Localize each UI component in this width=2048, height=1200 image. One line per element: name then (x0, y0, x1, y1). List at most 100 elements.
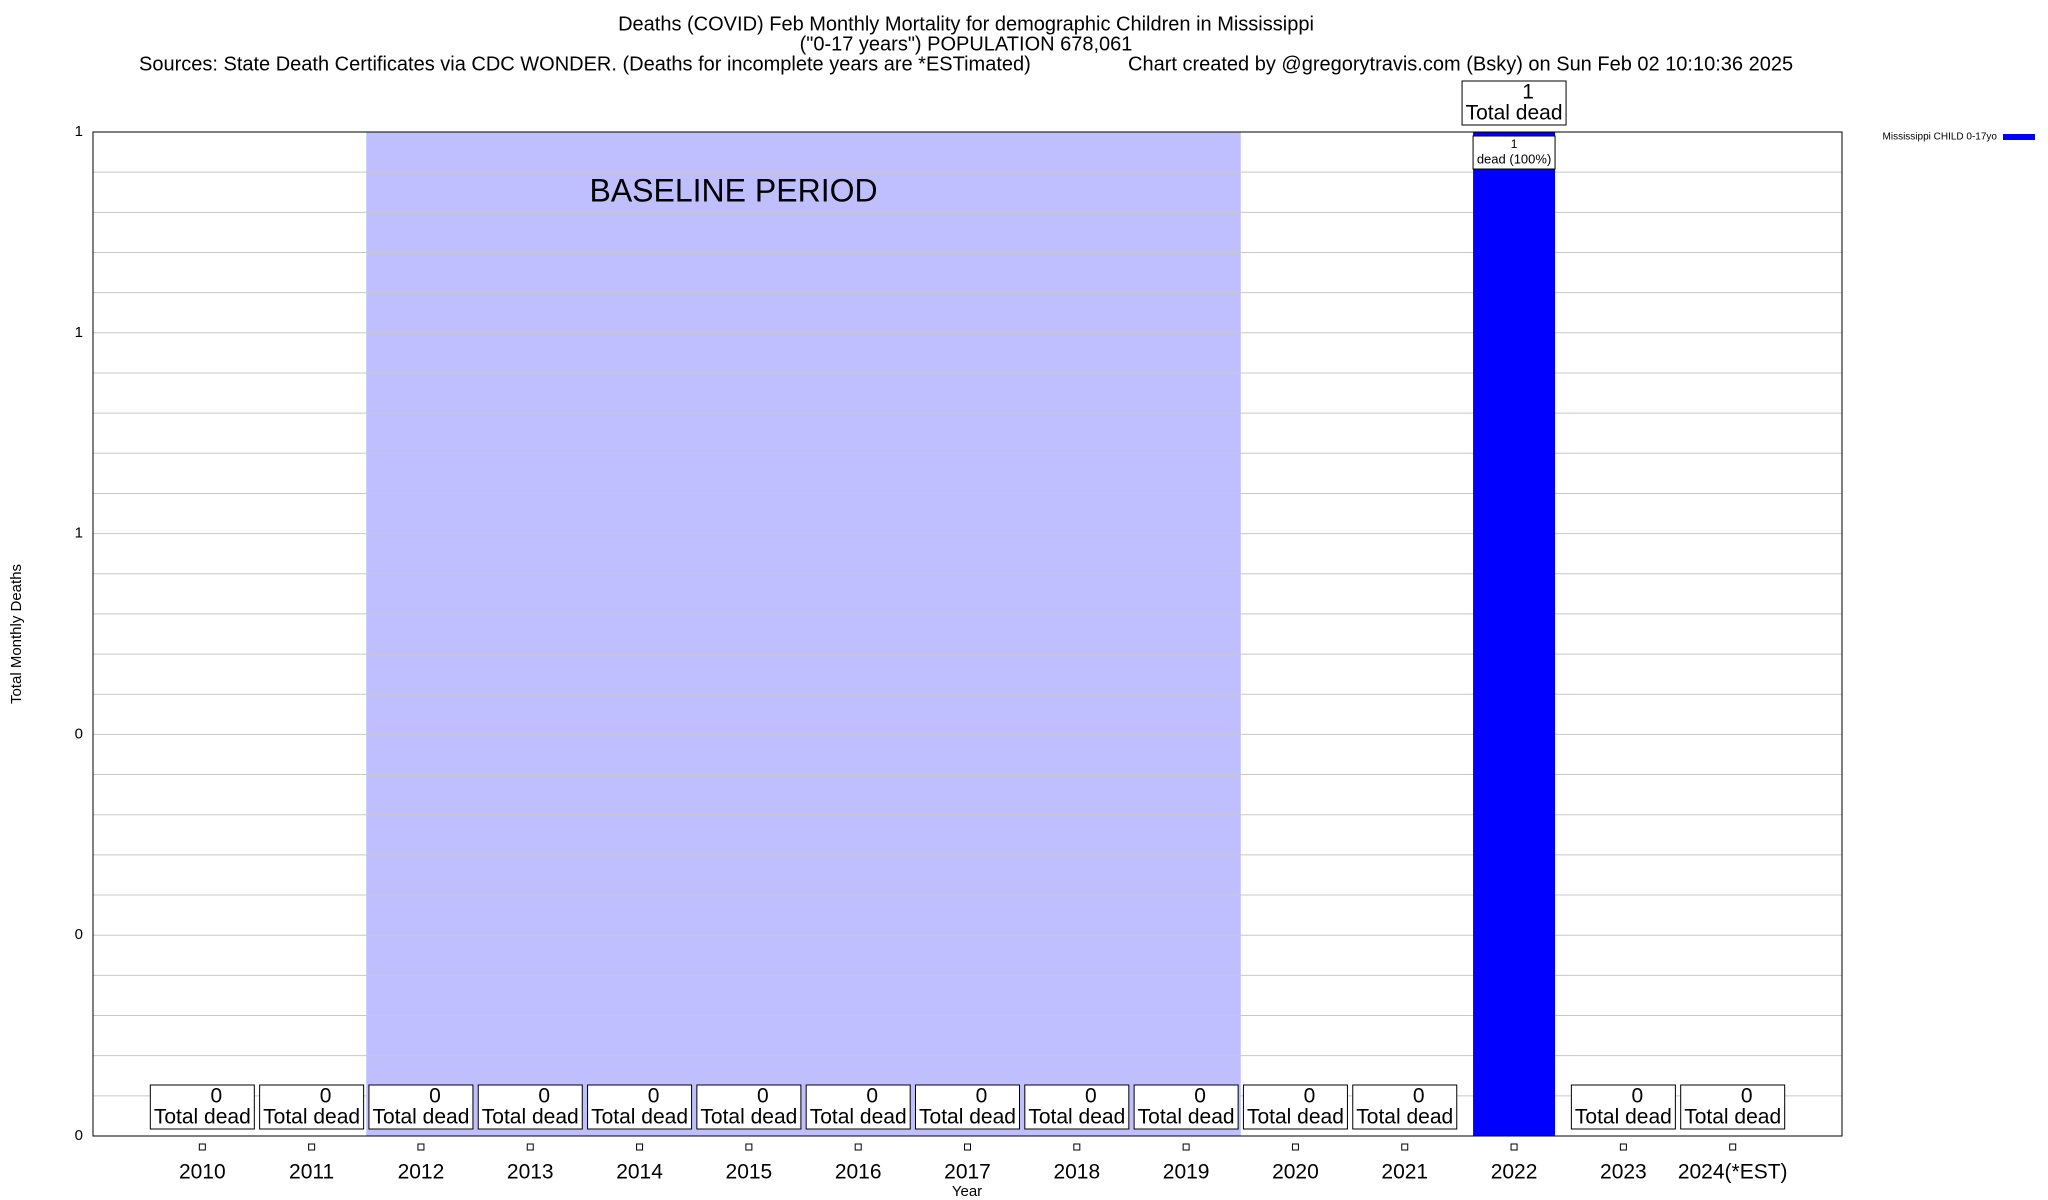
x-tick-label: 2021 (1381, 1161, 1428, 1184)
total-label: Total dead (700, 1106, 797, 1129)
x-tick (745, 1143, 753, 1151)
y-tick-label: 1 (75, 324, 83, 341)
x-tick (526, 1143, 534, 1151)
value-label: 0 (1741, 1085, 1753, 1108)
x-tick-label: 2018 (1053, 1161, 1100, 1184)
total-label: Total dead (810, 1106, 907, 1129)
total-box-frame (1024, 1084, 1130, 1130)
x-tick (198, 1143, 206, 1151)
x-tick-label: 2011 (289, 1161, 334, 1184)
total-label: Total dead (1466, 102, 1563, 125)
value-label: 0 (648, 1085, 660, 1108)
total-label: Total dead (372, 1106, 469, 1129)
value-label: 0 (1304, 1085, 1316, 1108)
value-label: 1 (1522, 81, 1534, 104)
x-axis-label: Year (952, 1183, 982, 1200)
credit: Chart created by @gregorytravis.com (Bsk… (1128, 53, 1793, 75)
total-box-frame (587, 1084, 693, 1130)
total-label: Total dead (1138, 1106, 1235, 1129)
x-tick (1291, 1143, 1299, 1151)
value-label: 0 (1085, 1085, 1097, 1108)
legend-swatch (2003, 134, 2035, 140)
x-tick-label: 2016 (835, 1161, 882, 1184)
x-tick (964, 1143, 971, 1151)
total-box-frame (696, 1084, 802, 1130)
total-box-frame (259, 1084, 365, 1130)
x-tick-label: 2013 (507, 1161, 554, 1184)
total-box-frame (805, 1084, 911, 1130)
x-tick-label: 2012 (398, 1161, 445, 1184)
legend-label: Mississippi CHILD 0-17yo (1883, 132, 1998, 143)
chart-subtitle: ("0-17 years") POPULATION 678,061 (800, 33, 1133, 55)
x-tick-label: 2020 (1272, 1161, 1319, 1184)
total-box-frame (368, 1084, 474, 1130)
segment-value-label: 1 (1511, 137, 1518, 151)
value-label: 0 (538, 1085, 550, 1108)
y-tick-label: 0 (75, 725, 83, 742)
x-tick (1073, 1143, 1081, 1151)
value-label: 0 (1632, 1085, 1644, 1108)
x-tick-label: 2024(*EST) (1678, 1161, 1788, 1184)
y-tick-label: 0 (75, 1127, 83, 1144)
total-label: Total dead (482, 1106, 579, 1129)
segment-label-box (1472, 135, 1556, 170)
y-tick-label: 1 (75, 525, 83, 542)
value-label: 0 (429, 1085, 441, 1108)
x-tick-label: 2022 (1491, 1161, 1538, 1184)
x-tick-label: 2014 (616, 1161, 663, 1184)
total-box-frame (1352, 1084, 1458, 1130)
value-label: 0 (866, 1085, 878, 1108)
x-tick (1510, 1143, 1518, 1151)
total-box-frame (149, 1084, 255, 1130)
y-tick-label: 0 (75, 926, 83, 943)
baseline-period (366, 132, 1241, 1136)
total-box-frame (477, 1084, 583, 1130)
x-tick-label: 2017 (944, 1161, 991, 1184)
value-label: 0 (320, 1085, 332, 1108)
x-tick (1182, 1143, 1190, 1151)
total-box-frame (915, 1084, 1020, 1130)
total-label: Total dead (154, 1106, 251, 1129)
bar (1473, 132, 1556, 1136)
total-label: Total dead (1575, 1106, 1672, 1129)
y-tick-label: 1 (75, 123, 83, 140)
x-tick-label: 2015 (726, 1161, 773, 1184)
x-tick (308, 1143, 316, 1151)
total-label: Total dead (919, 1106, 1016, 1129)
total-label: Total dead (1028, 1106, 1125, 1129)
total-box-frame (1680, 1084, 1786, 1130)
plot-frame (92, 131, 1843, 1137)
total-box-frame (1133, 1084, 1239, 1130)
x-tick (854, 1143, 862, 1151)
x-tick (417, 1143, 425, 1151)
total-label: Total dead (1684, 1106, 1781, 1129)
x-tick (1729, 1143, 1737, 1151)
segment-label: dead (100%) (1477, 151, 1551, 166)
y-axis-label: Total Monthly Deaths (8, 564, 25, 704)
value-label: 0 (1194, 1085, 1206, 1108)
x-tick-label: 2019 (1163, 1161, 1210, 1184)
x-tick-label: 2023 (1600, 1161, 1647, 1184)
total-label: Total dead (1247, 1106, 1344, 1129)
value-label: 0 (976, 1085, 988, 1108)
x-tick (1619, 1143, 1627, 1151)
total-label: Total dead (263, 1106, 360, 1129)
chart-title: Deaths (COVID) Feb Monthly Mortality for… (618, 13, 1314, 35)
total-box-frame (1242, 1084, 1348, 1130)
total-box-frame (1461, 80, 1567, 126)
value-label: 0 (210, 1085, 222, 1108)
sources: Sources: State Death Certificates via CD… (139, 53, 1031, 75)
total-label: Total dead (1356, 1106, 1453, 1129)
